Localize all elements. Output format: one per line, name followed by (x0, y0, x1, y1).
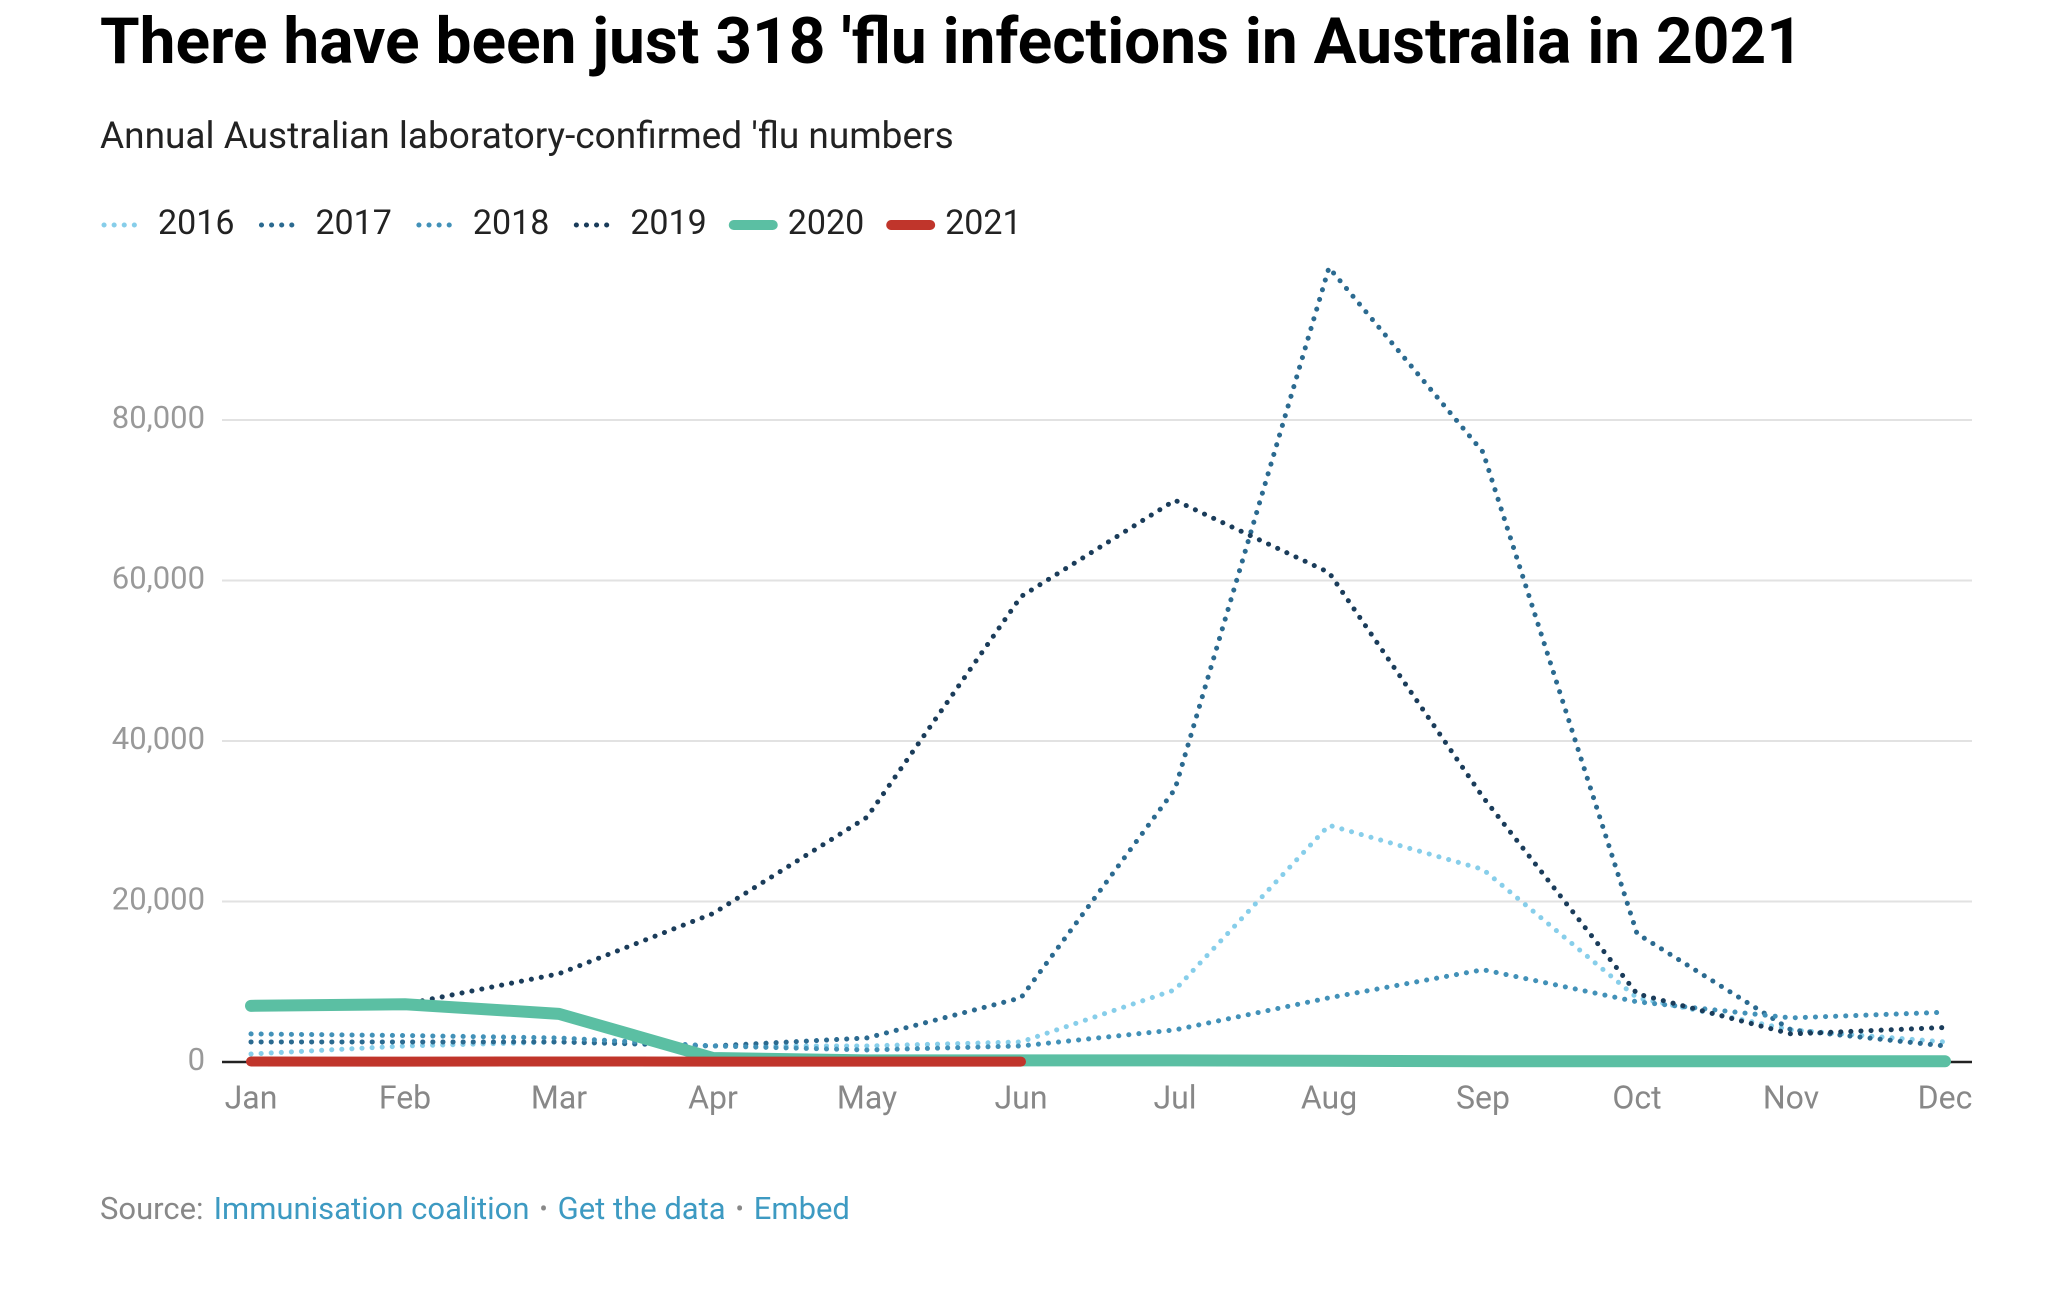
legend-label: 2019 (630, 203, 706, 243)
chart-subtitle: Annual Australian laboratory-confirmed '… (100, 115, 954, 158)
chart-title: There have been just 318 'flu infections… (100, 4, 1803, 79)
series-line (248, 265, 1948, 1049)
y-tick-label: 80,000 (112, 399, 205, 436)
legend-label: 2016 (158, 203, 234, 243)
x-tick-label: Mar (531, 1078, 587, 1116)
x-tick-label: May (837, 1078, 897, 1116)
y-tick-label: 40,000 (112, 720, 205, 757)
legend-label: 2017 (315, 203, 391, 243)
x-tick-label: Dec (1918, 1078, 1973, 1116)
x-tick-label: Oct (1612, 1078, 1661, 1116)
legend-label: 2018 (473, 203, 549, 243)
x-tick-label: Apr (688, 1078, 738, 1116)
series-line (248, 967, 1948, 1053)
source-link[interactable]: Embed (754, 1190, 850, 1227)
x-tick-label: Jun (995, 1078, 1048, 1116)
separator: • (539, 1195, 547, 1223)
source: Source: Immunisation coalition • Get the da… (100, 1190, 850, 1227)
source-link[interactable]: Get the data (558, 1190, 726, 1227)
x-tick-label: Jan (225, 1078, 278, 1116)
x-tick-label: Nov (1763, 1078, 1819, 1116)
series-line (248, 497, 1948, 1037)
x-tick-label: Feb (379, 1078, 431, 1116)
x-tick-label: Jul (1153, 1078, 1196, 1116)
x-tick-label: Sep (1456, 1078, 1510, 1116)
series-line (248, 822, 1948, 1057)
legend-label: 2021 (945, 203, 1021, 243)
source-link[interactable]: Immunisation coalition (214, 1190, 530, 1227)
y-tick-label: 20,000 (112, 881, 205, 918)
x-tick-label: Aug (1301, 1078, 1357, 1116)
legend-label: 2020 (788, 203, 864, 243)
series-line (245, 998, 1951, 1068)
y-tick-label: 60,000 (112, 560, 205, 597)
y-tick-label: 0 (188, 1041, 205, 1078)
separator: • (736, 1195, 744, 1223)
source-label: Source: (100, 1190, 204, 1227)
